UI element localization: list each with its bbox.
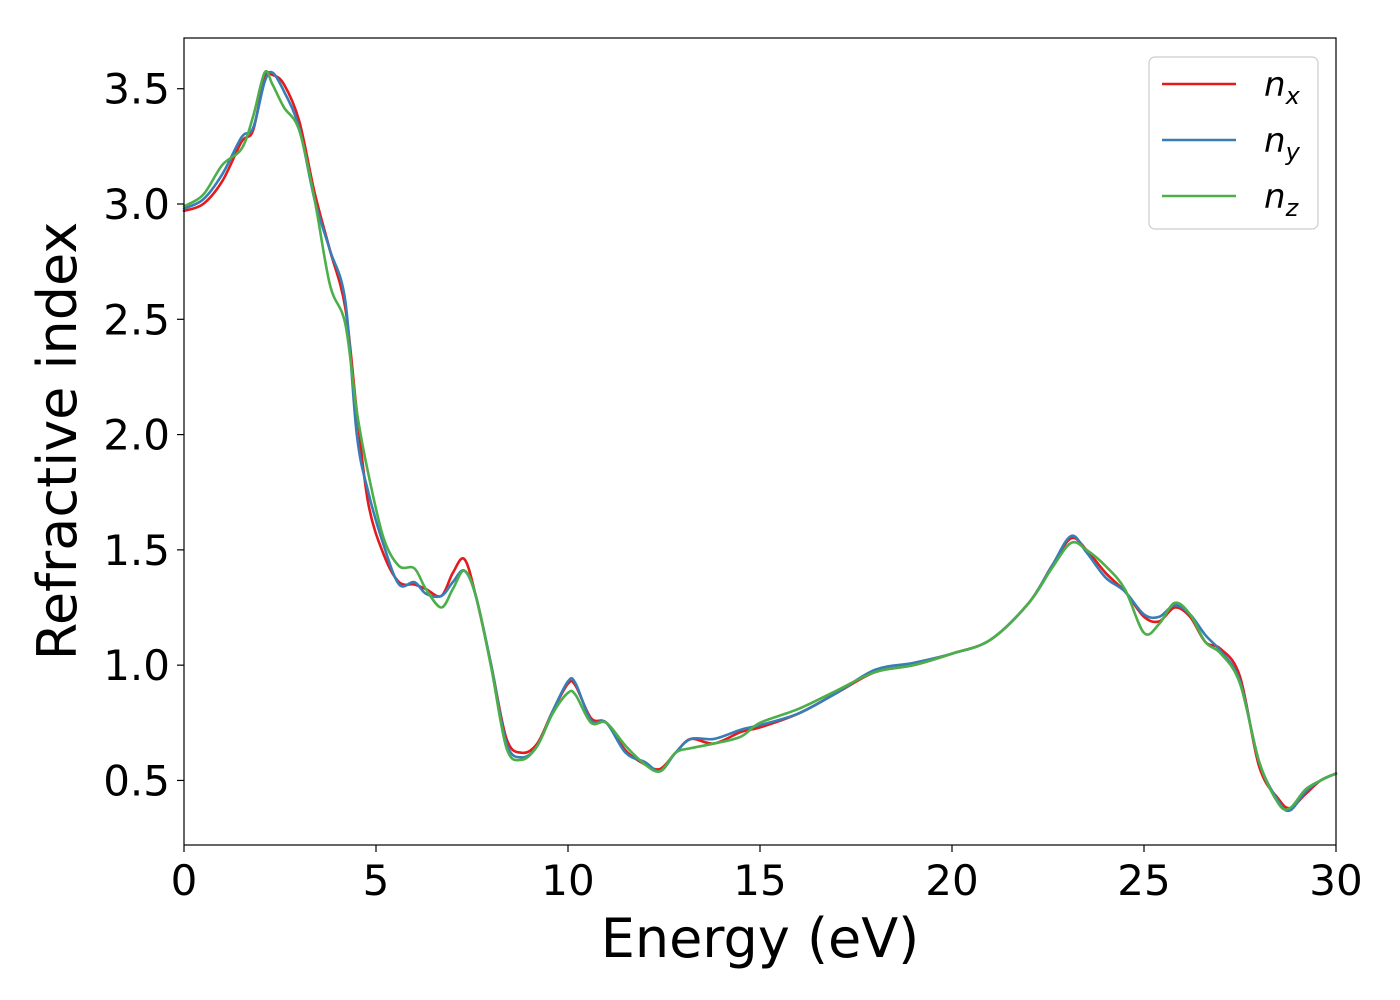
legend-label-nx: nx: [1264, 65, 1301, 110]
y-tick-label: 1.0: [103, 641, 170, 690]
x-tick-label: 30: [1309, 856, 1362, 905]
x-tick-label: 15: [733, 856, 786, 905]
y-tick-label: 3.5: [103, 65, 170, 114]
y-tick-label: 2.0: [103, 411, 170, 460]
x-tick-label: 0: [171, 856, 198, 905]
legend-label-ny: ny: [1264, 121, 1301, 166]
series-line-nz: [182, 70, 1338, 811]
legend-frame: [1148, 56, 1319, 230]
y-tick-label: 0.5: [103, 756, 170, 805]
x-tick-label: 25: [1117, 856, 1170, 905]
series-layer: [182, 70, 1338, 813]
x-tick-label: 20: [925, 856, 978, 905]
x-axis: 0 5 10 15 20 25 30: [171, 845, 1363, 905]
y-axis-label: Refractive index: [26, 222, 89, 661]
y-tick-label: 2.5: [103, 295, 170, 344]
x-tick-label: 10: [541, 856, 594, 905]
y-axis: 0.5 1.0 1.5 2.0 2.5 3.0 3.5: [103, 65, 184, 805]
y-tick-label: 1.5: [103, 526, 170, 575]
y-tick-label: 3.0: [103, 180, 170, 229]
x-tick-label: 5: [363, 856, 390, 905]
legend: nx ny nz: [1148, 56, 1319, 230]
x-axis-label: Energy (eV): [601, 907, 920, 970]
legend-label-nz: nz: [1264, 177, 1300, 222]
plot-background: [184, 38, 1336, 845]
